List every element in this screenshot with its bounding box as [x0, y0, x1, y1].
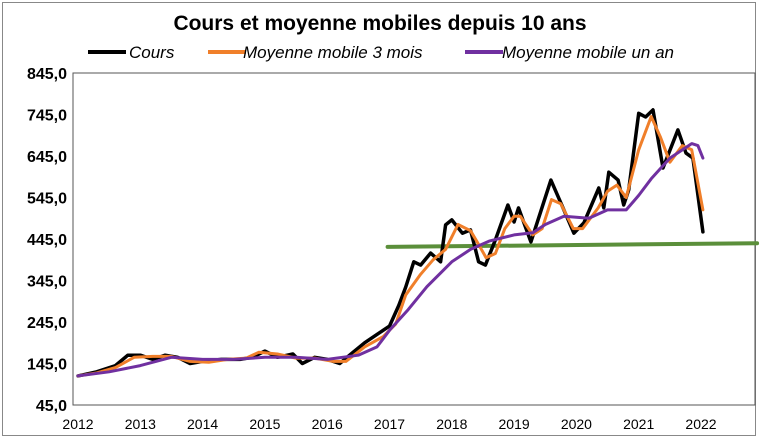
y-tick-label: 545,0: [27, 191, 67, 208]
x-tick-label: 2013: [125, 416, 156, 432]
y-tick-label: 645,0: [27, 149, 67, 166]
axes: 845,0 745,0 645,0 545,0 445,0 345,0 245,0 145,0…: [27, 66, 756, 432]
legend-label: Moyenne mobile 3 mois: [243, 43, 423, 62]
y-tick-label: 245,0: [27, 315, 67, 332]
x-tick-label: 2022: [685, 416, 716, 432]
y-tick-label: 745,0: [27, 108, 67, 125]
x-tick-label: 2012: [62, 416, 93, 432]
x-tick-label: 2014: [187, 416, 218, 432]
x-tick-label: 2016: [312, 416, 343, 432]
legend-label: Moyenne mobile un an: [502, 43, 674, 62]
x-tick-label: 2019: [499, 416, 530, 432]
legend-label: Cours: [129, 43, 175, 62]
y-tick-label: 345,0: [27, 274, 67, 291]
series-line-3: [76, 142, 705, 378]
x-tick-label: 2018: [436, 416, 467, 432]
x-tick-label: 2020: [561, 416, 592, 432]
chart-title: Cours et moyenne mobiles depuis 10 ans: [173, 12, 586, 35]
plot-area: [72, 72, 756, 406]
y-tick-label: 145,0: [27, 357, 67, 374]
y-tick-label: 445,0: [27, 232, 67, 249]
x-tick-label: 2015: [249, 416, 280, 432]
x-tick-label: 2021: [623, 416, 654, 432]
y-tick-label: 845,0: [27, 66, 67, 83]
support-line: [385, 241, 760, 249]
legend: Cours Moyenne mobile 3 mois Moyenne mobile…: [88, 43, 674, 62]
x-tick-label: 2017: [374, 416, 405, 432]
y-tick-label: 45,0: [36, 398, 67, 415]
series-lines: [76, 108, 760, 378]
